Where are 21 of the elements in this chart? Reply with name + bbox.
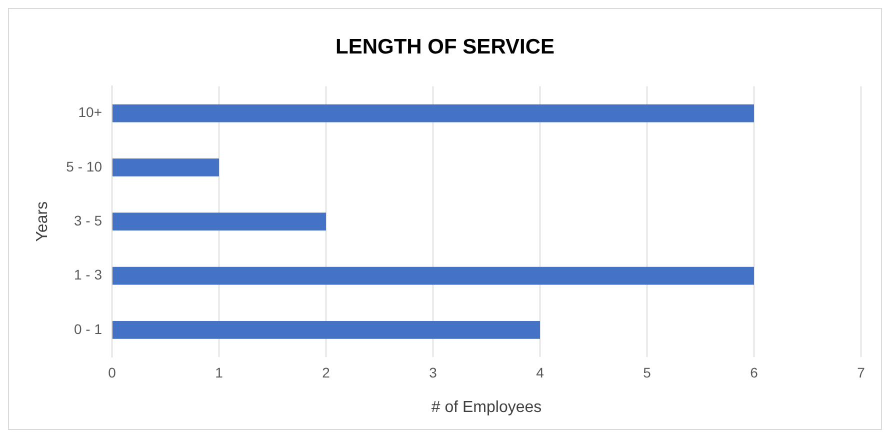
x-tick-label: 2 [322,364,330,380]
bar [112,320,540,339]
y-axis-title: Years [34,201,52,242]
x-axis-title: # of Employees [431,398,542,416]
chart-title: LENGTH OF SERVICE [336,35,554,58]
x-tick-label: 6 [750,364,758,380]
x-tick-label: 4 [536,364,544,380]
y-tick-label: 0 - 1 [74,320,102,337]
y-tick-label: 1 - 3 [74,266,102,283]
bar [112,104,754,122]
bar [112,212,326,231]
x-tick-label: 7 [857,364,866,380]
x-tick-label: 5 [643,364,652,380]
x-tick-label: 1 [215,364,224,380]
x-tick-label: 3 [429,364,438,380]
bar [112,266,754,285]
bar [112,158,219,176]
y-tick-label: 3 - 5 [74,212,102,228]
y-tick-label: 5 - 10 [66,158,102,174]
y-tick-label: 10+ [78,104,102,120]
x-tick-label: 0 [108,364,116,380]
